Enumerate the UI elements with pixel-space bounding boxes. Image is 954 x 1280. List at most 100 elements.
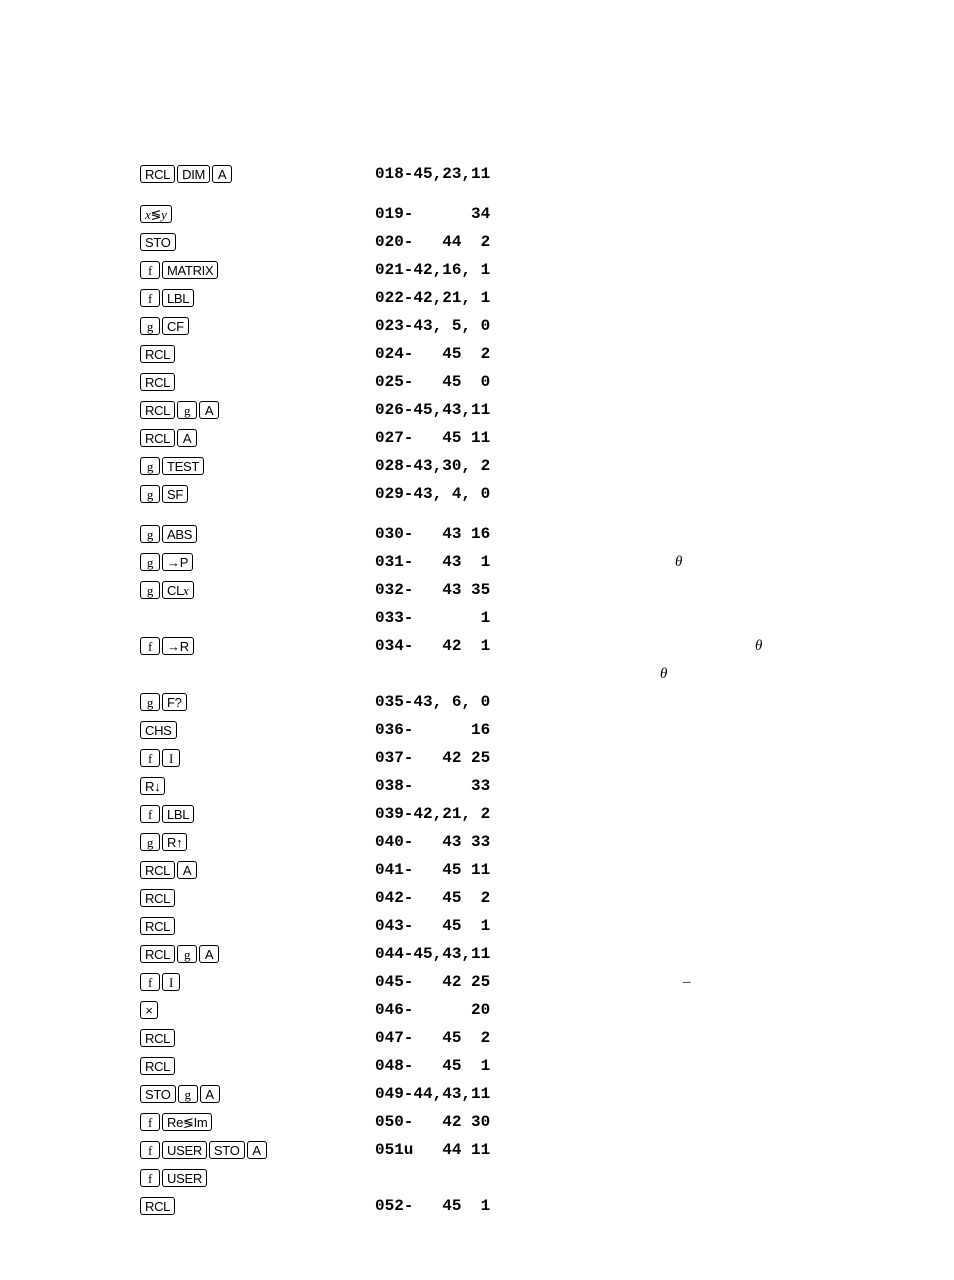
key-cap: g: [140, 833, 160, 851]
key-cap: USER: [162, 1169, 207, 1187]
program-line: fUSERSTOA051u 44 11: [140, 1136, 884, 1164]
keycode-display: 018-45,23,11: [375, 165, 545, 183]
key-sequence: ×: [140, 1001, 375, 1019]
program-line: RCL 024- 45 2: [140, 340, 884, 368]
keycode-display: 051u 44 11: [375, 1141, 545, 1159]
keycode-display: 046- 20: [375, 1001, 545, 1019]
key-cap: R↑: [162, 833, 187, 851]
key-cap: A: [199, 945, 219, 963]
key-sequence: g→P: [140, 553, 375, 571]
key-cap: f: [140, 749, 160, 767]
key-sequence: fI: [140, 973, 375, 991]
key-cap: →R: [162, 637, 194, 655]
keycode-display: 050- 42 30: [375, 1113, 545, 1131]
key-cap: f: [140, 261, 160, 279]
keycode-display: 038- 33: [375, 777, 545, 795]
program-line: fRe≶Im050- 42 30: [140, 1108, 884, 1136]
key-cap: RCL: [140, 165, 175, 183]
keycode-display: 030- 43 16: [375, 525, 545, 543]
program-listing: RCLDIMA018-45,23,11x≶y019- 34STO020- 44 …: [0, 0, 954, 1280]
keycode-display: 027- 45 11: [375, 429, 545, 447]
key-cap: CF: [162, 317, 189, 335]
key-sequence: fLBL: [140, 805, 375, 823]
keycode-display: 049-44,43,11: [375, 1085, 545, 1103]
program-line: RCL 048- 45 1: [140, 1052, 884, 1080]
keycode-display: 022-42,21, 1: [375, 289, 545, 307]
key-cap: Re≶Im: [162, 1113, 212, 1131]
key-cap: A: [212, 165, 232, 183]
key-sequence: RCLDIMA: [140, 165, 375, 183]
key-cap: LBL: [162, 289, 194, 307]
key-cap: RCL: [140, 401, 175, 419]
key-cap: A: [177, 861, 197, 879]
key-cap: g: [177, 945, 197, 963]
annotation: θ: [545, 666, 667, 683]
program-line: fI037- 42 25: [140, 744, 884, 772]
keycode-display: 019- 34: [375, 205, 545, 223]
key-cap: I: [162, 973, 180, 991]
key-cap: RCL: [140, 889, 175, 907]
annotation: –: [545, 974, 691, 991]
key-cap: g: [177, 401, 197, 419]
keycode-display: 052- 45 1: [375, 1197, 545, 1215]
key-cap: A: [177, 429, 197, 447]
key-cap: LBL: [162, 805, 194, 823]
key-cap: CLx: [162, 581, 194, 599]
key-sequence: fLBL: [140, 289, 375, 307]
key-cap: A: [247, 1141, 267, 1159]
key-sequence: gR↑: [140, 833, 375, 851]
keycode-display: 025- 45 0: [375, 373, 545, 391]
key-cap: A: [199, 401, 219, 419]
key-cap: RCL: [140, 429, 175, 447]
program-line: RCL043- 45 1: [140, 912, 884, 940]
program-line: gCLx032- 43 35: [140, 576, 884, 604]
program-line: RCL 052- 45 1: [140, 1192, 884, 1220]
key-sequence: gCF: [140, 317, 375, 335]
key-sequence: gF?: [140, 693, 375, 711]
program-line: gABS030- 43 16: [140, 520, 884, 548]
keycode-display: 037- 42 25: [375, 749, 545, 767]
key-cap: f: [140, 973, 160, 991]
key-sequence: RCL: [140, 373, 375, 391]
key-cap: RCL: [140, 1197, 175, 1215]
key-cap: →P: [162, 553, 193, 571]
key-cap: f: [140, 637, 160, 655]
key-cap: MATRIX: [162, 261, 218, 279]
key-sequence: RCL: [140, 1029, 375, 1047]
key-sequence: x≶y: [140, 205, 375, 223]
program-line: f→R034- 42 1θ: [140, 632, 884, 660]
key-sequence: gTEST: [140, 457, 375, 475]
program-line: ×046- 20: [140, 996, 884, 1024]
key-sequence: CHS: [140, 721, 375, 739]
annotation: θ: [545, 554, 682, 571]
key-cap: RCL: [140, 345, 175, 363]
program-line: gR↑040- 43 33: [140, 828, 884, 856]
key-cap: g: [140, 553, 160, 571]
program-line: RCL025- 45 0: [140, 368, 884, 396]
keycode-display: 044-45,43,11: [375, 945, 545, 963]
keycode-display: 024- 45 2: [375, 345, 545, 363]
keycode-display: 026-45,43,11: [375, 401, 545, 419]
keycode-display: 048- 45 1: [375, 1057, 545, 1075]
key-cap: RCL: [140, 917, 175, 935]
program-line: fLBL022-42,21, 1: [140, 284, 884, 312]
key-cap: STO: [209, 1141, 245, 1159]
program-line: STOgA049-44,43,11: [140, 1080, 884, 1108]
keycode-display: 045- 42 25: [375, 973, 545, 991]
key-cap: CHS: [140, 721, 177, 739]
key-cap: g: [178, 1085, 198, 1103]
key-sequence: RCL: [140, 917, 375, 935]
key-sequence: fUSER: [140, 1169, 375, 1187]
key-cap: TEST: [162, 457, 204, 475]
program-line: g→P031- 43 1θ: [140, 548, 884, 576]
program-line: RCL047- 45 2: [140, 1024, 884, 1052]
program-line: RCLA 027- 45 11: [140, 424, 884, 452]
key-cap: RCL: [140, 1057, 175, 1075]
key-sequence: fI: [140, 749, 375, 767]
keycode-display: 036- 16: [375, 721, 545, 739]
key-cap: f: [140, 1141, 160, 1159]
key-cap: g: [140, 317, 160, 335]
keycode-display: 031- 43 1: [375, 553, 545, 571]
keycode-display: 041- 45 11: [375, 861, 545, 879]
keycode-display: 035-43, 6, 0: [375, 693, 545, 711]
